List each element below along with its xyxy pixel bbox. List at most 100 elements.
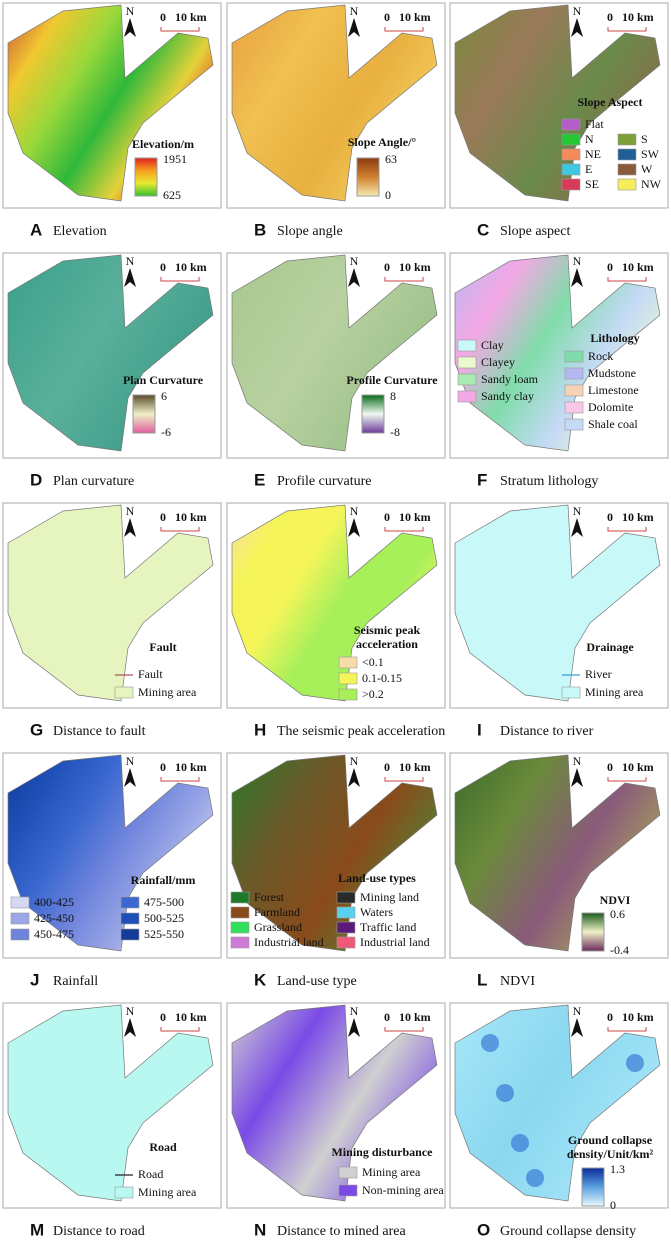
legend-label: >0.2 <box>362 687 384 701</box>
panel-letter: C <box>477 220 489 239</box>
panel: N 0 10 km Rainfall/mm 400-425 425-450 450-475 4… <box>2 752 222 959</box>
scale-bar <box>160 277 200 282</box>
legend-label: SE <box>585 177 599 191</box>
panel-letter: A <box>30 220 42 239</box>
legend-label: Sandy clay <box>481 389 534 403</box>
scale-zero: 0 <box>160 510 166 524</box>
legend-title: Road <box>149 1140 177 1154</box>
map-area <box>231 504 438 702</box>
legend-label: NE <box>585 147 601 161</box>
north-label: N <box>573 4 582 18</box>
panel-letter: G <box>30 720 43 739</box>
legend-swatch <box>564 401 584 414</box>
map-area <box>454 1004 661 1202</box>
panel-caption: Slope angle <box>277 224 343 239</box>
legend-swatch <box>336 936 356 949</box>
scale-bar <box>160 1027 200 1032</box>
legend-label: Waters <box>360 905 393 919</box>
scale-bar <box>160 27 200 32</box>
map-area <box>231 754 438 952</box>
north-arrow <box>124 768 136 787</box>
collapse-spot <box>496 1084 514 1102</box>
legend-label: Forest <box>254 890 285 904</box>
scale-length: 10 km <box>399 510 431 524</box>
north-label: N <box>573 754 582 768</box>
north-arrow <box>124 268 136 287</box>
legend-swatch <box>10 912 30 925</box>
legend-label: Mining area <box>585 685 644 699</box>
legend-label: 0.1-0.15 <box>362 671 402 685</box>
scale-length: 10 km <box>175 10 207 24</box>
legend-swatch <box>561 148 581 161</box>
legend-title: density/Unit/km² <box>567 1147 654 1161</box>
scale-bar <box>384 777 424 782</box>
panel-caption: Profile curvature <box>277 474 371 489</box>
north-arrow <box>124 518 136 537</box>
collapse-spot <box>626 1054 644 1072</box>
scale-bar <box>384 277 424 282</box>
legend-label: Traffic land <box>360 920 416 934</box>
panel: N 0 10 km Lithology Clay Clayey Sandy loam Sand… <box>449 252 669 459</box>
legend-swatch <box>561 163 581 176</box>
panel-caption: Distance to mined area <box>277 1224 406 1239</box>
collapse-spot <box>526 1169 544 1187</box>
legend-title: Elevation/m <box>132 137 194 151</box>
panel: N 0 10 km Profile Curvature 8 -8 <box>226 252 446 459</box>
panel-caption: Plan curvature <box>53 474 134 489</box>
legend-label: W <box>641 162 653 176</box>
north-arrow <box>571 1018 583 1037</box>
legend-swatch <box>564 350 584 363</box>
legend-label: 400-425 <box>34 895 74 909</box>
map-area <box>454 254 661 452</box>
legend-swatch <box>230 891 250 904</box>
scale-bar <box>607 777 647 782</box>
ramp-max: 63 <box>385 152 397 166</box>
collapse-spot <box>511 1134 529 1152</box>
scale-length: 10 km <box>622 760 654 774</box>
ramp-max: 8 <box>390 389 396 403</box>
panel-letter: F <box>477 470 487 489</box>
legend-title: Land-use types <box>338 871 416 885</box>
scale-zero: 0 <box>607 760 613 774</box>
legend-label: S <box>641 132 648 146</box>
legend-label: SW <box>641 147 660 161</box>
legend-label: River <box>585 667 612 681</box>
legend-title: Lithology <box>590 331 639 345</box>
ramp-max: 6 <box>161 389 167 403</box>
legend-swatch <box>120 912 140 925</box>
color-ramp <box>581 912 605 952</box>
panel-letter: K <box>254 970 267 989</box>
legend-swatch <box>10 928 30 941</box>
legend-swatch <box>457 339 477 352</box>
color-ramp <box>134 157 158 197</box>
legend-title: Ground collapse <box>568 1133 653 1147</box>
panel-caption: Stratum lithology <box>500 474 598 489</box>
legend-title: Seismic peak <box>354 623 421 637</box>
panel: N 0 10 km Land-use types ForestFarmlandGrass… <box>226 752 446 959</box>
map-area <box>454 4 661 202</box>
scale-zero: 0 <box>607 260 613 274</box>
scale-bar <box>607 27 647 32</box>
legend-title: acceleration <box>356 637 418 651</box>
legend-swatch <box>561 686 581 699</box>
north-arrow <box>571 268 583 287</box>
scale-length: 10 km <box>175 510 207 524</box>
legend-label: <0.1 <box>362 655 384 669</box>
legend-title: Mining disturbance <box>331 1145 433 1159</box>
north-arrow <box>124 18 136 37</box>
scale-bar <box>607 277 647 282</box>
panel: N 0 10 km Slope Angle/° 63 0 <box>226 2 446 209</box>
legend-title: Plan Curvature <box>123 373 204 387</box>
legend-label: 525-550 <box>144 927 184 941</box>
panel-letter: N <box>254 1220 266 1239</box>
map-area <box>7 254 214 452</box>
scale-length: 10 km <box>399 760 431 774</box>
panel-caption: Distance to river <box>500 724 594 739</box>
scale-length: 10 km <box>399 260 431 274</box>
legend-label: Mining area <box>362 1165 421 1179</box>
north-label: N <box>350 254 359 268</box>
color-ramp <box>132 394 156 434</box>
